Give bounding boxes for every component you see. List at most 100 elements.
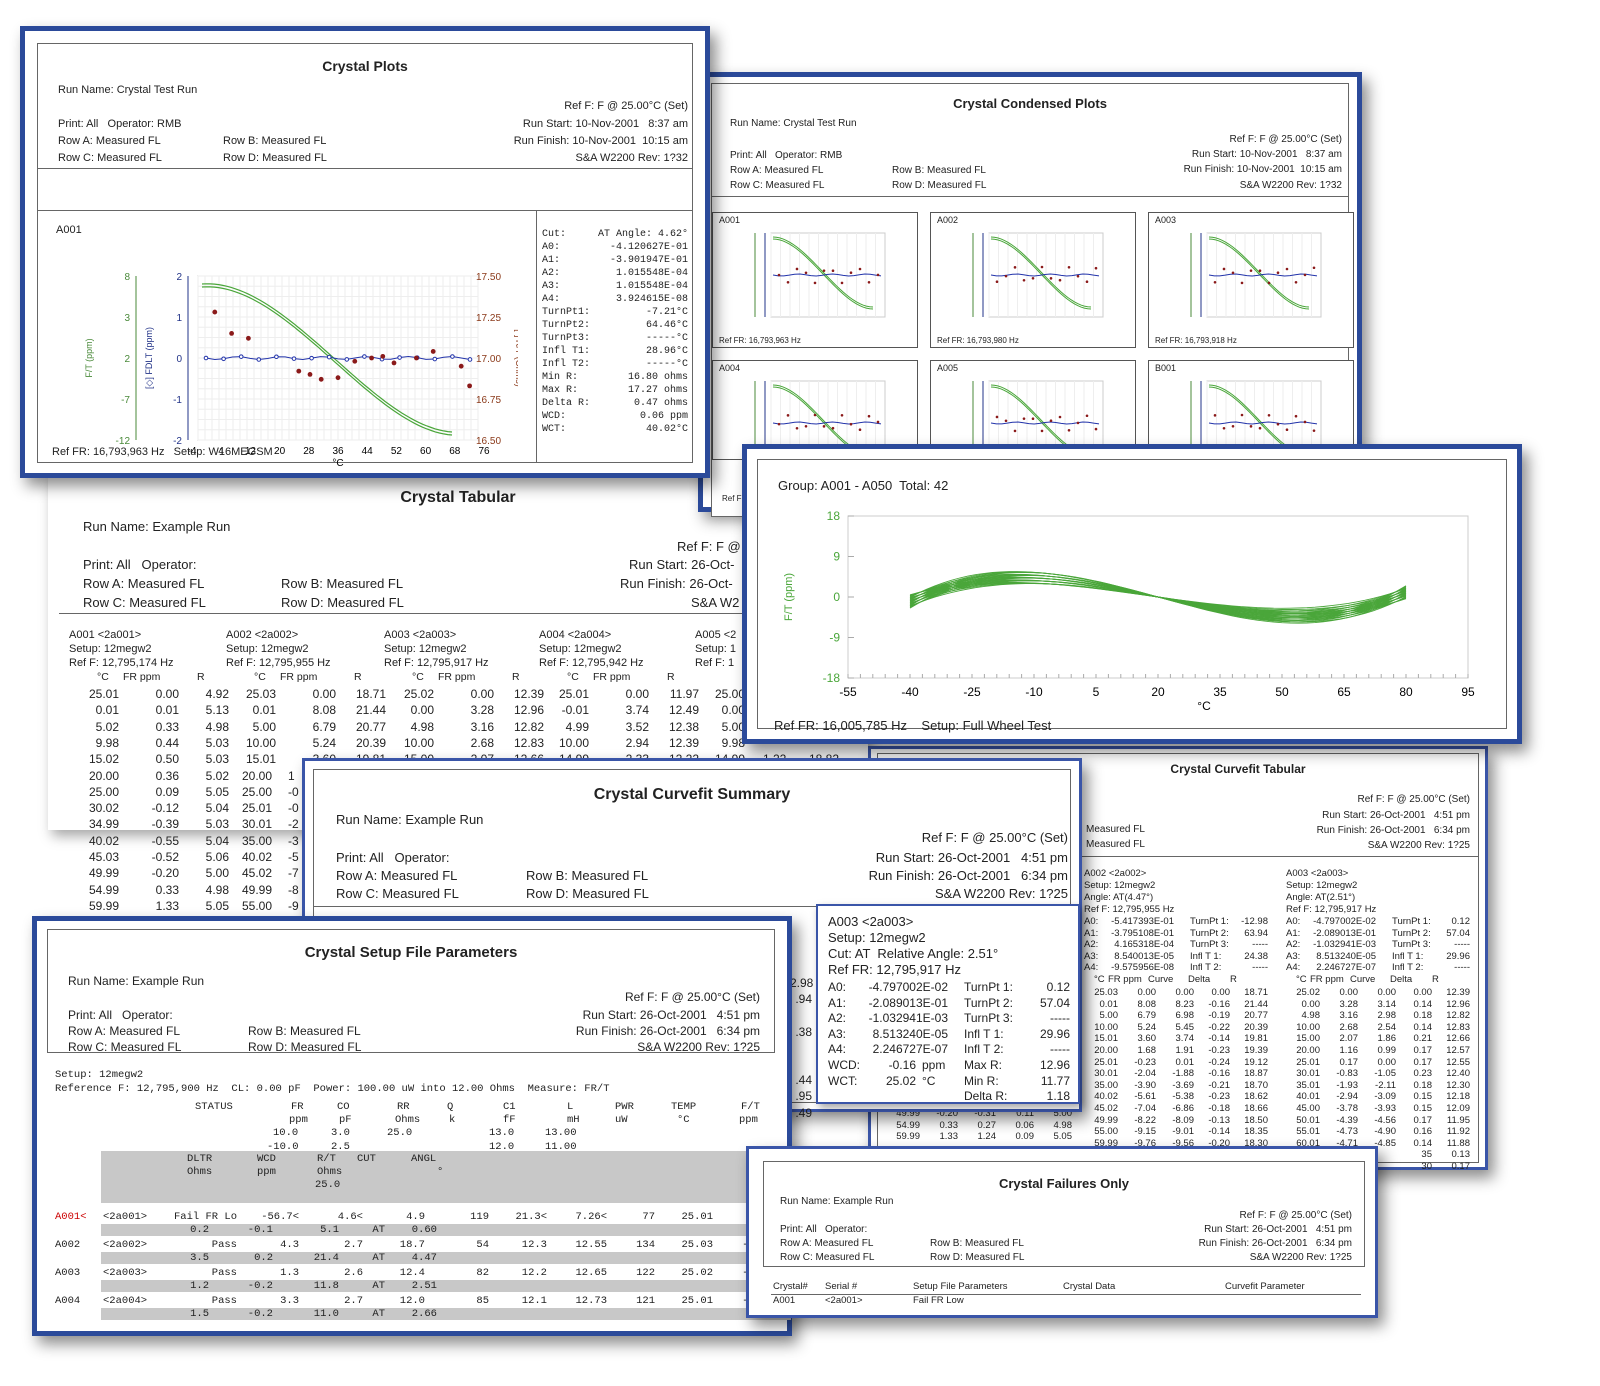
plot-crystal-id: A001 [56,224,82,236]
row-a: Row A: Measured FL [730,165,824,176]
y-tick: 18 [827,509,841,523]
summary-setup: Setup: 12megw2 [828,930,926,945]
mini-rt [1022,417,1026,420]
setup-sub-unit: ° [437,1166,444,1178]
param-row: A4: 3.924615E-08 [542,293,688,306]
setup-value: 2.7 [344,1239,363,1251]
cft-cell: 0.00 [1211,987,1231,998]
rt-point [212,309,218,315]
mini-rt [1076,421,1080,425]
failures-col-header: Serial # [825,1281,858,1292]
cft-col-header: Curve [1148,974,1174,985]
cft-cell: 3.60 [1137,1033,1157,1045]
y2-tick: 0 [176,354,182,365]
cft-cell: 59.99 [1094,1137,1118,1149]
tab-cell: 30.02 [88,801,119,816]
setup-value: 21.3< [515,1211,547,1223]
row-a: Row A: Measured FL [336,868,458,883]
mini-rt [1058,278,1062,282]
rt-point [414,355,419,361]
cft-turn-label: TurnPt 2: [1392,927,1431,939]
group-plot-panel: Group: A001 - A050 Total: 42 -55 -40 -25 -1… [742,444,1522,744]
mini-plot [754,232,886,318]
turn-value: 29.96 [1039,1026,1070,1041]
row-c: Row C: Measured FL [730,180,825,191]
revision: S&A W2200 Rev: 1?25 [1249,1252,1352,1263]
cell-id: A001 [719,215,741,225]
setup-col-unit: k [449,1114,456,1126]
cft-cell: -2.94 [1336,1091,1358,1103]
mini-curve [990,236,1092,308]
cft-cell: 12.55 [1446,1056,1470,1068]
tab-ref: Ref F: 12,795,174 Hz [69,657,174,669]
revision: S&A W2200 Rev: 1?25 [935,886,1068,901]
tab-cell: -0.12 [151,801,179,816]
cft-cell: 25.02 [1296,987,1320,998]
setup-serial: <2a003> [103,1267,148,1279]
cft-cell: -5.38 [1172,1091,1194,1103]
rt-point [467,383,472,389]
tab-crystal-id: A001 <2a001> [69,629,142,641]
setup-sub-value: 1.5 [190,1308,209,1320]
row-c: Row C: Measured FL [68,1040,182,1054]
x-tick: -25 [963,685,981,699]
cft-cell: 35.01 [1296,1079,1320,1091]
setup-sub-value: 5.1 [320,1224,339,1236]
fdlt-point [238,354,244,359]
cft-turn-label: Infl T 2: [1392,962,1424,973]
row-c: Row C: Measured FL [336,886,459,901]
mini-rt [813,281,817,285]
condensed-cell: A002 Ref FR: 16,793,980 Hz [930,212,1136,348]
mini-rt [1249,425,1253,428]
y1-tick: 2 [124,354,130,365]
tab-ref: Ref F: 12,795,955 Hz [226,657,331,669]
tab-cell: 2.68 [470,735,494,750]
cft-cell: 21.44 [1244,998,1268,1010]
setup-col-header: STATUS [195,1101,233,1113]
cft-ref: Ref F: 12,795,955 Hz [1084,904,1175,915]
mini-rt [1004,274,1008,278]
run-name: Run Name: Example Run [68,974,205,988]
param-label: Infl T1: [542,346,591,357]
mini-fdlt [772,421,882,425]
cft-cell: -2.11 [1375,1079,1396,1091]
cft-cell: 4.98 [1301,1010,1321,1022]
row-c: Row C: Measured FL [83,595,206,610]
cft-col-header: FR ppm [1310,974,1344,985]
setup-col-unit: ppm [739,1114,758,1126]
edge-value: .38 [795,1024,812,1039]
setup-serial: <2a004> [103,1295,148,1307]
cft-cell: 0.15 [1413,1091,1433,1103]
y1-tick: -12 [116,436,131,447]
tab-cell: 9.98 [95,735,119,750]
tab-col-header: R [197,671,205,683]
failures-crystal: A001 [773,1295,796,1306]
failures-col-header: Crystal# [773,1281,808,1292]
rt-point [246,335,251,341]
mini-rt [795,426,799,430]
mini-rt [1276,422,1280,426]
tab-cell: -2 [288,817,299,832]
setup-limit-max: 13.0 [489,1127,515,1139]
tab-cell: 6.79 [312,719,336,734]
param-row: WCD: 0.06 ppm [542,410,688,423]
mini-rt [849,422,853,426]
setup-col-header: F/T [741,1101,760,1113]
tab-col-header: °C [412,671,424,683]
turn-value: 0.12 [1046,980,1070,994]
tab-setup: Setup: 12megw2 [226,643,309,655]
cft-cell: 45.02 [1094,1103,1118,1114]
tab-cell: 12.39 [513,687,544,701]
cft-cell: 12.40 [1446,1068,1470,1080]
tab-cell: 0.09 [155,784,179,799]
cft-cell: 25.01 [1094,1056,1118,1068]
param-value: 0.47 ohms [633,398,688,409]
param-label: A4: [542,294,561,305]
cft-turn-value: 63.94 [1244,927,1268,939]
param-value: 0.06 ppm [639,411,688,422]
tab-cell: 0.33 [155,719,179,734]
setup-value: 2.6 [344,1267,363,1279]
rt-point [229,331,235,336]
cft-cell: 35.00 [1094,1079,1118,1091]
tab-cell: 10.00 [245,735,276,750]
